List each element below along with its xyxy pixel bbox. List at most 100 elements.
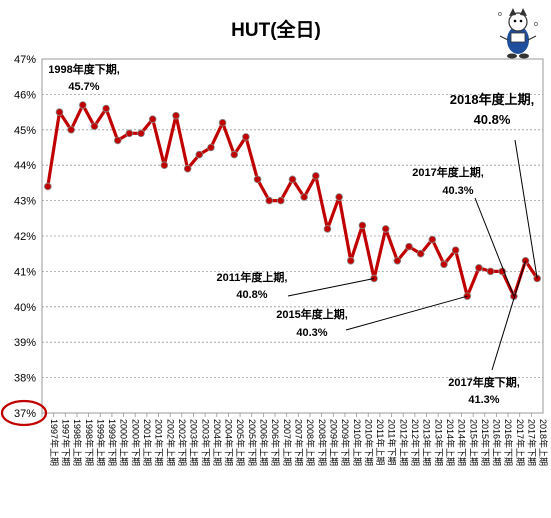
- annotation-value: 40.8%: [474, 112, 511, 127]
- data-point: [137, 129, 145, 138]
- data-point: [183, 164, 192, 173]
- data-point: [160, 161, 169, 170]
- data-point: [78, 101, 87, 109]
- x-tick-label: 2007年下期: [294, 419, 305, 466]
- annotation-layer: 1998年度下期, 45.7% 2011年度上期, 40.8% 2015年度上期, 40.…: [48, 62, 538, 406]
- data-point: [323, 225, 332, 233]
- data-point: [440, 260, 448, 269]
- x-tick-label: 2017年上期: [515, 419, 526, 466]
- x-tick-label: 2012年上期: [398, 419, 409, 466]
- y-tick-label: 43%: [14, 196, 36, 208]
- svg-text:o: o: [498, 11, 502, 18]
- data-point: [44, 182, 52, 191]
- data-point: [218, 118, 227, 127]
- x-tick-label: 2015年上期: [468, 419, 479, 466]
- data-point: [358, 221, 367, 230]
- x-tick-label: 2013年上期: [422, 419, 433, 466]
- data-point: [253, 175, 262, 184]
- x-tick-label: 2000年下期: [130, 419, 141, 466]
- x-tick-label: 2001年上期: [142, 419, 153, 466]
- data-point: [335, 193, 343, 201]
- annotation-value: 40.3%: [442, 185, 473, 197]
- x-tick-label: 2018年上期: [538, 419, 549, 466]
- x-tick-label: 2000年上期: [119, 419, 130, 466]
- data-point: [486, 267, 495, 276]
- x-tick-label: 1997年下期: [60, 419, 71, 466]
- x-tick-label: 1999年上期: [95, 419, 106, 466]
- x-tick-label: 2002年下期: [177, 419, 188, 466]
- x-tick-label: 2012年下期: [410, 419, 421, 466]
- data-point: [300, 193, 308, 201]
- data-point: [102, 104, 110, 113]
- x-tick-label: 2014年下期: [457, 419, 468, 466]
- series-layer: [44, 101, 541, 300]
- x-tick-label: 1999年下期: [107, 419, 118, 466]
- x-tick-label: 2003年上期: [189, 419, 200, 466]
- data-point: [451, 246, 460, 254]
- x-tick-label: 2015年下期: [480, 419, 491, 466]
- x-tick-label: 2008年上期: [305, 419, 316, 466]
- x-tick-label: 1998年下期: [84, 419, 95, 466]
- annotation-leader-line: [345, 295, 468, 331]
- annotation-value: 40.3%: [296, 327, 327, 339]
- x-tick-label: 2009年上期: [328, 419, 339, 466]
- x-tick-label: 2001年下期: [154, 419, 165, 466]
- x-tick-label: 2016年下期: [503, 419, 514, 466]
- x-tick-label: 2005年下期: [247, 419, 258, 466]
- axis-layer: 37% 38% 39% 40% 41% 42% 43% 44% 45% 46% 47% 1997年上期…: [0, 54, 549, 466]
- y-tick-label: 40%: [14, 302, 36, 314]
- data-point: [475, 264, 483, 272]
- x-tick-label: 2017年下期: [527, 419, 538, 466]
- x-tick-label: 2007年上期: [282, 419, 293, 466]
- data-point: [55, 108, 64, 116]
- annotation-value: 40.8%: [236, 289, 267, 301]
- highlight-circle: [0, 399, 48, 427]
- x-tick-label: 2002年上期: [165, 419, 176, 466]
- data-point: [90, 122, 99, 131]
- data-point: [393, 256, 402, 265]
- data-point: [428, 235, 437, 244]
- svg-text:o: o: [534, 21, 538, 28]
- x-tick-label: 2006年下期: [270, 419, 281, 466]
- x-tick-label: 2014年上期: [445, 419, 456, 466]
- y-tick-label: 42%: [14, 231, 36, 243]
- y-tick-label: 37%: [14, 408, 36, 420]
- y-tick-label: 39%: [14, 337, 36, 349]
- data-point: [125, 129, 134, 138]
- annotation-label: 2017年度上期,: [412, 165, 484, 179]
- annotation-leader-line: [514, 139, 538, 279]
- y-tick-label: 38%: [14, 373, 36, 385]
- data-point: [265, 196, 273, 205]
- x-tick-label: 1998年上期: [72, 419, 83, 466]
- annotation-value: 41.3%: [468, 394, 499, 406]
- annotation-value: 45.7%: [68, 81, 99, 93]
- data-point: [113, 136, 122, 145]
- data-point: [381, 225, 390, 233]
- data-point: [172, 111, 180, 120]
- x-tick-label: 2004年上期: [212, 419, 223, 466]
- x-tick-label: 2011年下期: [387, 419, 398, 465]
- data-point: [148, 115, 157, 123]
- data-point: [416, 249, 425, 258]
- data-point: [405, 242, 413, 251]
- y-tick-label: 44%: [14, 160, 36, 172]
- x-tick-label: 2010年下期: [363, 419, 374, 466]
- data-point: [312, 172, 320, 180]
- annotation-label: 1998年度下期,: [48, 62, 120, 76]
- data-point: [230, 150, 239, 159]
- data-point: [277, 196, 285, 205]
- annotation-leader-line: [474, 197, 515, 297]
- x-tick-label: 2011年上期: [375, 419, 386, 465]
- y-tick-label: 45%: [14, 125, 36, 137]
- data-point: [346, 256, 355, 265]
- x-tick-label: 2009年下期: [340, 419, 351, 466]
- x-tick-label: 2006年上期: [259, 419, 270, 466]
- x-tick-label: 2008年下期: [317, 419, 328, 466]
- y-tick-label: 41%: [14, 266, 36, 278]
- data-point: [207, 143, 215, 152]
- x-tick-label: 2003年下期: [200, 419, 211, 466]
- x-tick-label: 2013年下期: [433, 419, 444, 466]
- x-tick-label: 2016年上期: [492, 419, 503, 466]
- annotation-label: 2018年度上期,: [450, 92, 535, 107]
